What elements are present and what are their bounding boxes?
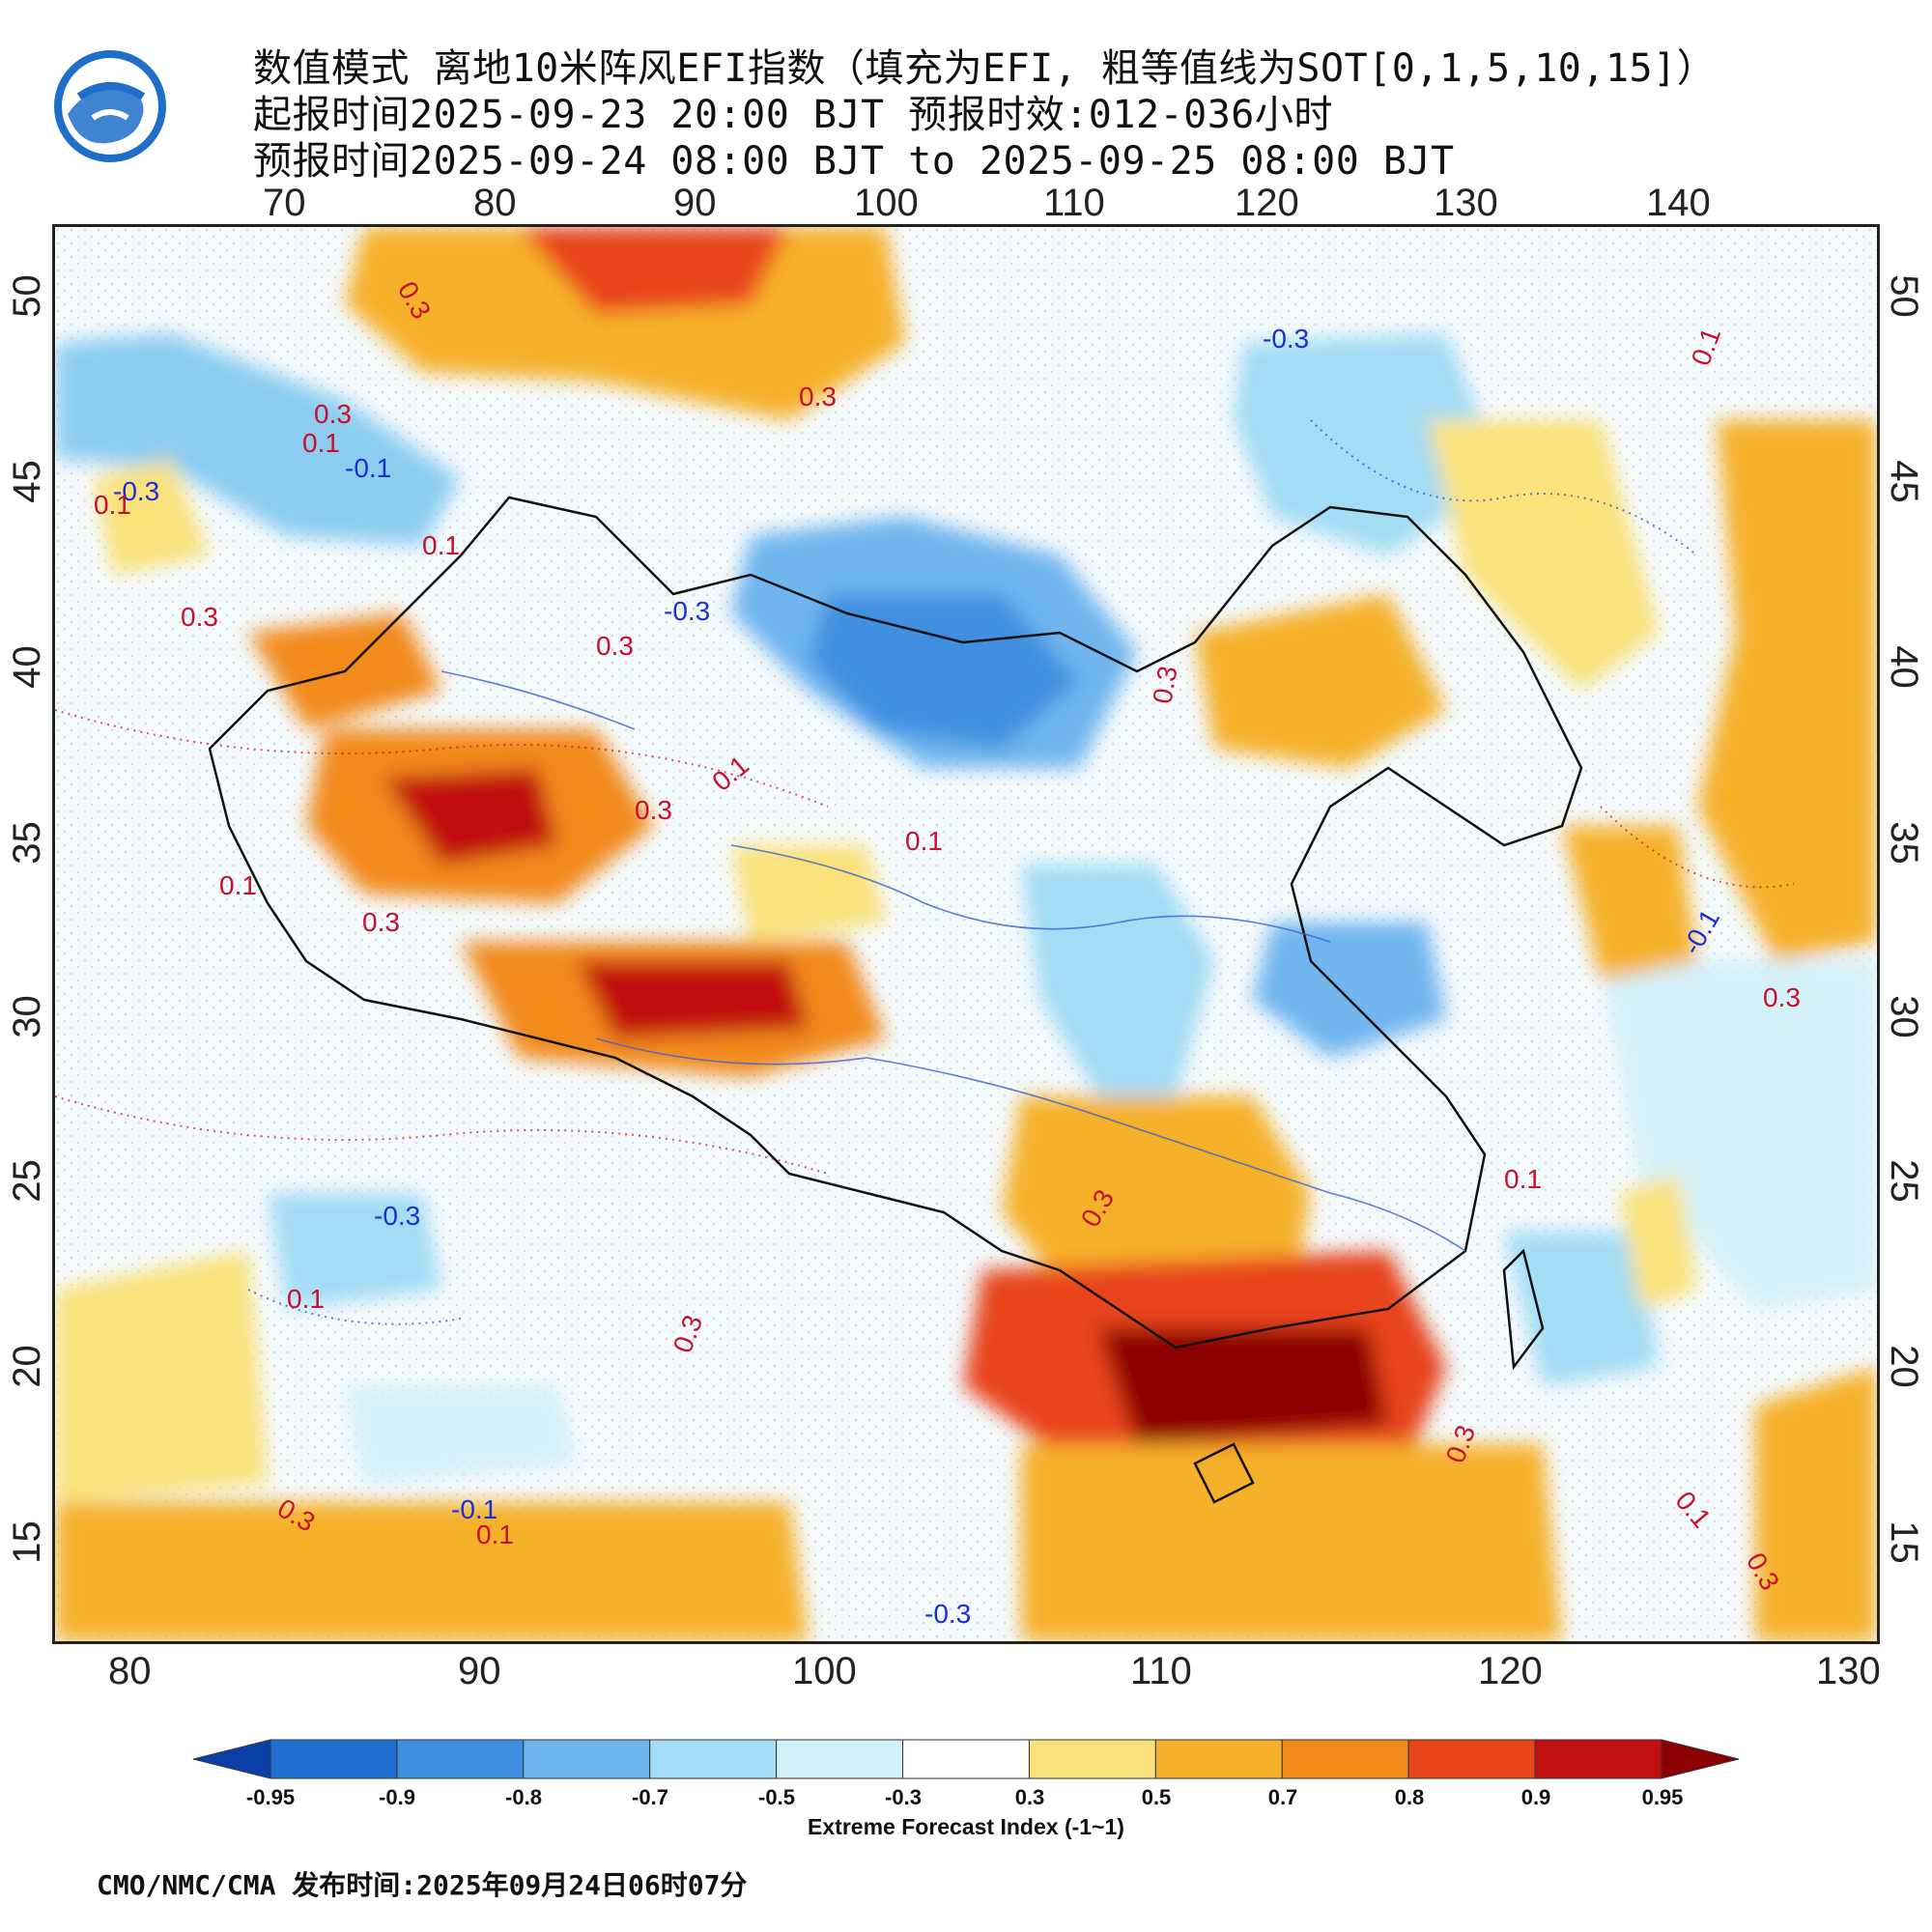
colorbar-segment [1154, 1739, 1283, 1779]
colorbar-arrow-high [1661, 1739, 1739, 1779]
bottom-lon-tick: 120 [1478, 1650, 1543, 1692]
contour-label: 0.3 [1147, 664, 1183, 706]
contour-label: 0.3 [362, 907, 400, 937]
right-lat-tick: 40 [1882, 645, 1925, 689]
colorbar-label: -0.7 [632, 1785, 668, 1809]
colorbar-segment [1534, 1739, 1662, 1779]
issue-footer: CMO/NMC/CMA 发布时间:2025年09月24日06时07分 [97, 1869, 748, 1901]
contour-label: 0.3 [596, 631, 634, 661]
top-lon-tick: 140 [1646, 182, 1711, 224]
contour-label: 0.1 [302, 428, 340, 458]
colorbar-segment [1281, 1739, 1409, 1779]
left-lat-tick: 25 [5, 1159, 48, 1203]
top-lon-tick: 130 [1434, 182, 1498, 224]
title-line-1: 数值模式 离地10米阵风EFI指数（填充为EFI, 粗等值线为SOT[0,1,5… [253, 46, 1717, 91]
colorbar-label: 0.95 [1641, 1785, 1684, 1809]
contour-label: -0.3 [374, 1201, 421, 1231]
colorbar-segment [270, 1739, 398, 1779]
colorbar-arrow-low [193, 1739, 271, 1779]
right-lat-tick: 15 [1882, 1520, 1925, 1564]
right-lat-tick: 45 [1882, 460, 1925, 503]
top-lon-tick: 90 [673, 182, 717, 224]
bottom-lon-tick: 80 [108, 1650, 152, 1692]
contour-label: 0.1 [1504, 1164, 1542, 1194]
left-lat-tick: 50 [5, 274, 48, 318]
right-lat-tick: 50 [1882, 274, 1925, 318]
colorbar-segment [902, 1739, 1030, 1779]
top-lon-tick: 80 [473, 182, 517, 224]
contour-label: -0.1 [451, 1494, 498, 1524]
colorbar-segment [649, 1739, 778, 1779]
left-lat-tick: 15 [5, 1520, 48, 1564]
title-line-2: 起报时间2025-09-23 20:00 BJT 预报时效:012-036小时 [253, 93, 1333, 137]
contour-label: 0.3 [314, 399, 352, 429]
contour-lines [55, 419, 1795, 1325]
efi-fill-field [55, 227, 1877, 1641]
title-line-3: 预报时间2025-09-24 08:00 BJT to 2025-09-25 0… [253, 139, 1455, 184]
right-lat-tick: 35 [1882, 821, 1925, 865]
colorbar-label: -0.3 [885, 1785, 922, 1809]
top-lon-tick: 70 [263, 182, 306, 224]
contour-label: -0.3 [664, 596, 711, 626]
bottom-lon-tick: 90 [458, 1650, 501, 1692]
contour-label: 0.1 [476, 1520, 514, 1549]
contour-label: -0.1 [345, 453, 392, 483]
colorbar-label: 0.5 [1141, 1785, 1172, 1809]
bottom-lon-tick: 100 [792, 1650, 857, 1692]
colorbar-segment [523, 1739, 651, 1779]
colorbar-label: -0.95 [245, 1785, 296, 1809]
contour-label: 0.1 [94, 490, 131, 520]
colorbar-label: -0.9 [379, 1785, 415, 1809]
top-lon-tick: 110 [1043, 182, 1105, 224]
contour-label: 0.3 [181, 602, 218, 632]
bottom-lon-tick: 130 [1816, 1650, 1881, 1692]
contour-label: -0.3 [924, 1599, 972, 1629]
contour-label: 0.1 [905, 826, 943, 856]
colorbar-label: -0.5 [758, 1785, 795, 1809]
top-lon-tick: 100 [854, 182, 919, 224]
contour-label: 0.3 [1763, 982, 1801, 1012]
colorbar-segment [776, 1739, 904, 1779]
colorbar-label: 0.3 [1014, 1785, 1045, 1809]
left-lat-tick: 35 [5, 821, 48, 865]
colorbar [193, 1739, 1739, 1779]
contour-label: 0.1 [422, 530, 460, 560]
contour-label: -0.3 [1263, 324, 1310, 354]
colorbar-segment [1407, 1739, 1536, 1779]
colorbar-segment [396, 1739, 525, 1779]
right-lat-tick: 20 [1882, 1345, 1925, 1388]
rivers [440, 670, 1466, 1252]
colorbar-label: 0.9 [1520, 1785, 1551, 1809]
colorbar-label: -0.8 [505, 1785, 542, 1809]
left-lat-tick: 30 [5, 995, 48, 1038]
contour-label: 0.1 [219, 870, 257, 900]
contour-label: 0.1 [287, 1284, 325, 1314]
right-lat-tick: 25 [1882, 1159, 1925, 1203]
left-lat-tick: 40 [5, 645, 48, 689]
colorbar-label: 0.8 [1394, 1785, 1425, 1809]
left-lat-tick: 20 [5, 1345, 48, 1388]
bottom-lon-tick: 110 [1130, 1650, 1192, 1692]
efi-map: 0.3 0.3 0.3 0.1 -0.1 -0.3 0.1 0.3 0.1 -0… [52, 224, 1880, 1644]
contour-label: 0.3 [635, 795, 672, 825]
top-lon-tick: 120 [1235, 182, 1299, 224]
colorbar-segment [1028, 1739, 1156, 1779]
cma-logo [54, 50, 166, 162]
contour-label: -0.3 [113, 476, 160, 506]
colorbar-label: 0.7 [1267, 1785, 1298, 1809]
contour-label: 0.3 [799, 382, 837, 412]
right-lat-tick: 30 [1882, 995, 1925, 1038]
colorbar-title: Extreme Forecast Index (-1~1) [808, 1814, 1124, 1839]
left-lat-tick: 45 [5, 460, 48, 503]
country-boundaries [208, 496, 1583, 1504]
